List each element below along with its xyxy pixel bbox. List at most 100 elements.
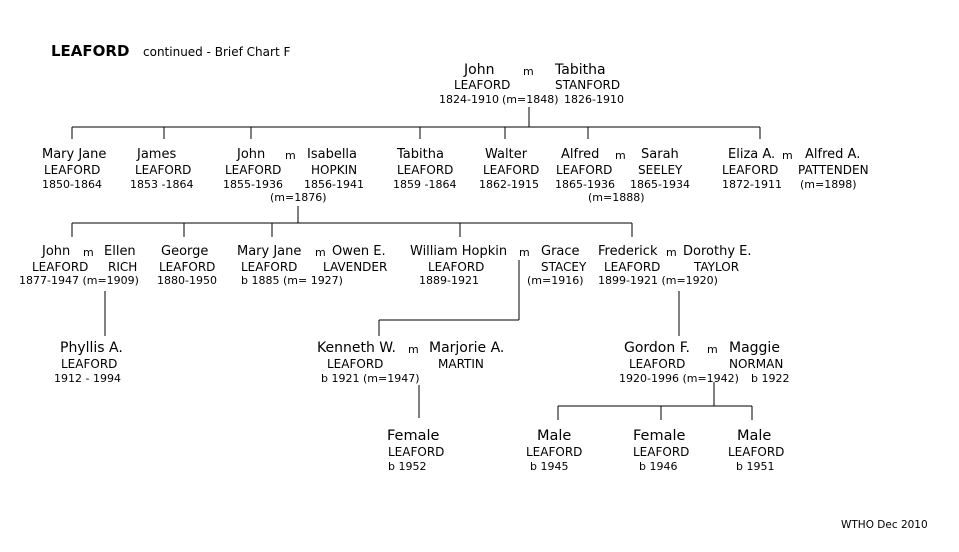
- gen2-walter-dates: 1862-1915: [479, 178, 539, 191]
- gen2-mary-jane-dates: 1850-1864: [42, 178, 102, 191]
- gen3-ellen-given: Ellen: [104, 244, 136, 259]
- gen4-phyllis-surname: LEAFORD: [61, 357, 118, 371]
- gen3-george-surname: LEAFORD: [159, 260, 216, 274]
- gen3-john-given: John: [42, 244, 71, 259]
- gen3-mary-jane-dates: b 1885 (m= 1927): [241, 274, 343, 287]
- gen2-walter-surname: LEAFORD: [483, 163, 540, 177]
- gen1-john-surname: LEAFORD: [454, 78, 511, 92]
- gen4-marjorie-given: Marjorie A.: [429, 340, 505, 356]
- gen2-tabitha-given: Tabitha: [397, 147, 444, 162]
- gen3-john-surname: LEAFORD: [32, 260, 89, 274]
- gen2-eliza-dates: 1872-1911: [722, 178, 782, 191]
- gen2-tabitha-surname: LEAFORD: [397, 163, 454, 177]
- gen2-tabitha-dates: 1859 -1864: [393, 178, 457, 191]
- gen2-sarah-given: Sarah: [641, 147, 679, 162]
- gen2-walter-given: Walter: [485, 147, 528, 162]
- gen3-george-given: George: [161, 244, 209, 259]
- gen2-john-dates: 1855-1936: [223, 178, 283, 191]
- gen3-mary-jane-surname: LEAFORD: [241, 260, 298, 274]
- gen5-male-1-surname: LEAFORD: [526, 445, 583, 459]
- gen2-mary-jane-given: Mary Jane: [42, 147, 107, 162]
- gen2-eliza-given: Eliza A.: [728, 147, 776, 162]
- footer-credit: WTHO Dec 2010: [841, 519, 928, 531]
- gen2-isabella-dates: 1856-1941: [304, 178, 364, 191]
- gen4-gordon-dates: 1920-1996 (m=1942): [619, 372, 739, 385]
- gen5-male-2-dates: b 1951: [736, 460, 775, 473]
- gen2-isabella-surname: HOPKIN: [311, 163, 358, 177]
- gen3-ellen-surname: RICH: [108, 260, 138, 274]
- gen4-gordon-marriage-mark: m: [707, 343, 718, 356]
- gen5-female-kenneth-child-surname: LEAFORD: [388, 445, 445, 459]
- gen2-alfred-marriage-year: (m=1888): [588, 191, 645, 204]
- gen3-dorothy-surname: TAYLOR: [694, 260, 740, 274]
- gen3-frederick-surname: LEAFORD: [604, 260, 661, 274]
- gen5-female-gordon-child-given: Female: [633, 428, 686, 444]
- gen2-john-given: John: [237, 147, 266, 162]
- gen2-james-surname: LEAFORD: [135, 163, 192, 177]
- gen3-frederick-given: Frederick: [598, 244, 658, 259]
- gen2-john-marriage-mark: m: [285, 149, 296, 162]
- gen4-kenneth-surname: LEAFORD: [327, 357, 384, 371]
- gen4-phyllis-given: Phyllis A.: [60, 340, 123, 356]
- gen3-grace-marriage-year: (m=1916): [527, 274, 584, 287]
- gen5-male-2-surname: LEAFORD: [728, 445, 785, 459]
- gen5-female-gordon-child-dates: b 1946: [639, 460, 678, 473]
- gen4-phyllis-dates: 1912 - 1994: [54, 372, 121, 385]
- gen1-tabitha-surname: STANFORD: [555, 78, 621, 92]
- gen1-marriage-mark: m: [523, 65, 534, 78]
- gen3-william-given: William Hopkin: [410, 244, 508, 259]
- gen4-gordon-surname: LEAFORD: [629, 357, 686, 371]
- gen5-male-1-dates: b 1945: [530, 460, 569, 473]
- gen5-female-gordon-child-surname: LEAFORD: [633, 445, 690, 459]
- gen2-eliza-marriage-year: (m=1898): [800, 178, 857, 191]
- gen3-william-surname: LEAFORD: [428, 260, 485, 274]
- gen4-maggie-surname: NORMAN: [729, 357, 784, 371]
- gen2-john-surname: LEAFORD: [225, 163, 282, 177]
- chart-title: LEAFORD: [51, 42, 130, 60]
- gen4-kenneth-dates: b 1921 (m=1947): [321, 372, 420, 385]
- gen5-male-2-given: Male: [737, 428, 772, 444]
- gen1-marriage-year: (m=1848): [502, 93, 559, 106]
- gen5-female-kenneth-child-dates: b 1952: [388, 460, 427, 473]
- gen3-owen-given: Owen E.: [332, 244, 386, 259]
- gen5-male-1-given: Male: [537, 428, 572, 444]
- gen2-john-marriage-year: (m=1876): [270, 191, 327, 204]
- gen1-john-given: John: [464, 62, 495, 78]
- gen2-alfred-marriage-mark: m: [615, 149, 626, 162]
- gen2-eliza-surname: LEAFORD: [722, 163, 779, 177]
- gen2-alfred-pattenden-given: Alfred A.: [805, 147, 861, 162]
- gen2-james-given: James: [137, 147, 177, 162]
- gen3-dorothy-given: Dorothy E.: [683, 244, 752, 259]
- gen1-john-dates: 1824-1910: [439, 93, 499, 106]
- gen3-mary-jane-given: Mary Jane: [237, 244, 302, 259]
- gen5-female-kenneth-child-given: Female: [387, 428, 440, 444]
- gen4-maggie-given: Maggie: [729, 340, 780, 356]
- gen3-mary-jane-marriage-mark: m: [315, 246, 326, 259]
- gen3-owen-surname: LAVENDER: [323, 260, 388, 274]
- gen2-eliza-marriage-mark: m: [782, 149, 793, 162]
- gen3-frederick-dates: 1899-1921 (m=1920): [598, 274, 718, 287]
- gen2-sarah-surname: SEELEY: [638, 163, 683, 177]
- gen4-maggie-dates: b 1922: [751, 372, 790, 385]
- gen3-william-dates: 1889-1921: [419, 274, 479, 287]
- gen4-marjorie-surname: MARTIN: [438, 357, 484, 371]
- gen2-alfred-pattenden-surname: PATTENDEN: [798, 163, 869, 177]
- gen2-alfred-given: Alfred: [561, 147, 600, 162]
- gen2-mary-jane-surname: LEAFORD: [44, 163, 101, 177]
- gen1-tabitha-dates: 1826-1910: [564, 93, 624, 106]
- gen4-kenneth-marriage-mark: m: [408, 343, 419, 356]
- gen3-john-marriage-mark: m: [83, 246, 94, 259]
- gen2-isabella-given: Isabella: [307, 147, 358, 162]
- gen1-tabitha-given: Tabitha: [555, 62, 606, 78]
- gen3-william-marriage-mark: m: [519, 246, 530, 259]
- gen3-frederick-marriage-mark: m: [666, 246, 677, 259]
- gen3-george-dates: 1880-1950: [157, 274, 217, 287]
- gen3-grace-surname: STACEY: [541, 260, 587, 274]
- gen4-gordon-given: Gordon F.: [624, 340, 690, 356]
- gen2-sarah-dates: 1865-1934: [630, 178, 690, 191]
- gen2-alfred-dates: 1865-1936: [555, 178, 615, 191]
- gen3-grace-given: Grace: [541, 244, 580, 259]
- gen3-john-dates: 1877-1947 (m=1909): [19, 274, 139, 287]
- gen4-kenneth-given: Kenneth W.: [317, 340, 396, 356]
